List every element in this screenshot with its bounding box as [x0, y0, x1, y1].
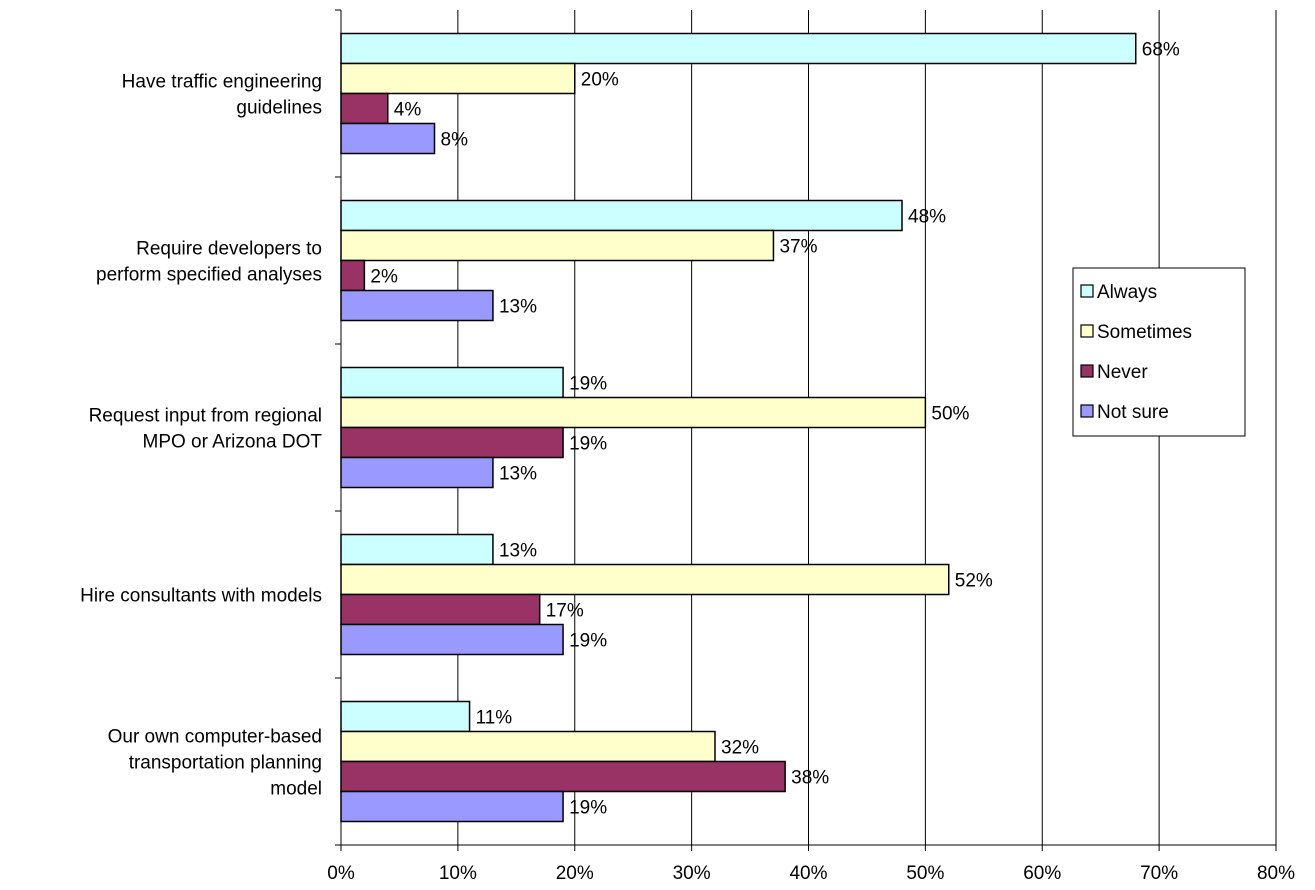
bar	[340, 760, 786, 793]
bar	[340, 32, 1137, 65]
data-label: 50%	[931, 404, 969, 425]
data-label: 68%	[1142, 40, 1180, 61]
data-label: 13%	[499, 464, 537, 485]
category-label: Hire consultants with models	[80, 586, 322, 607]
category-label-line: MPO or Arizona DOT	[143, 432, 323, 453]
data-label: 19%	[569, 374, 607, 395]
category-label-line: guidelines	[236, 98, 322, 119]
data-label: 4%	[394, 100, 422, 121]
category-labels: Have traffic engineering guidelines Requir…	[80, 72, 322, 800]
bars	[340, 32, 1137, 823]
data-label: 17%	[546, 601, 584, 622]
legend-label: Not sure	[1097, 402, 1169, 423]
data-label: 13%	[499, 297, 537, 318]
data-label: 13%	[499, 541, 537, 562]
category-label: Have traffic engineering guidelines	[122, 72, 322, 119]
legend-swatch	[1080, 284, 1094, 298]
data-label: 32%	[721, 738, 759, 759]
bar	[340, 563, 950, 596]
legend: Always Sometimes Never Not sure	[1072, 267, 1246, 437]
axes	[335, 9, 1277, 851]
legend-swatch	[1080, 364, 1094, 378]
legend-swatch	[1080, 404, 1094, 418]
category-label: Our own computer-based transportation pla…	[108, 727, 322, 800]
data-label: 38%	[791, 768, 829, 789]
x-tick-label: 40%	[789, 863, 827, 884]
data-label: 19%	[569, 798, 607, 819]
bar	[340, 623, 564, 656]
legend-label: Sometimes	[1097, 322, 1192, 343]
data-label: 20%	[581, 70, 619, 91]
data-label: 48%	[908, 207, 946, 228]
bar	[340, 533, 494, 566]
bar	[340, 700, 471, 733]
category-label: Require developers to perform specified a…	[96, 239, 322, 286]
bar	[340, 199, 903, 232]
x-tick-label: 70%	[1140, 863, 1178, 884]
x-tick-label: 20%	[556, 863, 594, 884]
data-label: 52%	[955, 571, 993, 592]
bar	[340, 426, 564, 459]
bar	[340, 229, 775, 262]
x-tick-label: 60%	[1023, 863, 1061, 884]
category-label-line: perform specified analyses	[96, 265, 322, 286]
category-label-line: Request input from regional	[89, 406, 322, 427]
category-label-line: Require developers to	[136, 239, 322, 260]
category-label-line: Our own computer-based	[108, 727, 322, 748]
category-label-line: Have traffic engineering	[122, 72, 322, 93]
x-tick-label: 80%	[1257, 863, 1295, 884]
data-labels: 68% 20% 4% 8% 48% 37% 2% 13% 19% 50% 19% 13% 13% 52% 1…	[370, 40, 1180, 819]
x-tick-label: 10%	[439, 863, 477, 884]
category-label-line: transportation planning	[129, 753, 322, 774]
bar	[340, 62, 576, 95]
x-tick-labels: 0% 10% 20% 30% 40% 50% 60% 70% 80%	[327, 863, 1295, 884]
bar	[340, 259, 366, 292]
legend-swatch	[1080, 324, 1094, 338]
bar	[340, 396, 927, 429]
data-label: 19%	[569, 631, 607, 652]
bar	[340, 122, 436, 155]
bar	[340, 730, 716, 763]
data-label: 37%	[779, 237, 817, 258]
bar	[340, 366, 564, 399]
bar	[340, 456, 494, 489]
legend-box	[1072, 267, 1246, 437]
bar	[340, 92, 389, 125]
data-label: 11%	[476, 708, 513, 729]
legend-label: Never	[1097, 362, 1148, 383]
category-label: Request input from regional MPO or Arizon…	[89, 406, 323, 453]
x-tick-label: 0%	[327, 863, 355, 884]
category-label-line: Hire consultants with models	[80, 586, 322, 607]
data-label: 8%	[441, 130, 469, 151]
x-tick-label: 50%	[906, 863, 944, 884]
legend-label: Always	[1097, 282, 1157, 303]
bar	[340, 790, 564, 823]
bar	[340, 289, 494, 322]
bar	[340, 593, 541, 626]
data-label: 19%	[569, 434, 607, 455]
x-tick-label: 30%	[673, 863, 711, 884]
category-label-line: model	[270, 779, 322, 800]
data-label: 2%	[370, 267, 398, 288]
